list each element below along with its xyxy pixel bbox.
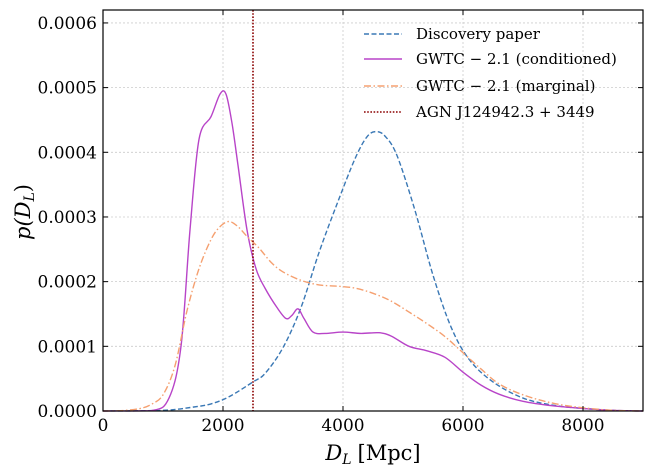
legend-label-conditioned: GWTC − 2.1 (conditioned) (416, 50, 617, 68)
y-tick-label: 0.0006 (38, 14, 97, 34)
grid (103, 10, 643, 411)
y-tick-label: 0.0001 (38, 337, 97, 357)
x-tick-label: 0 (98, 416, 109, 436)
ticks: 0 2000 4000 6000 8000 0.0000 0.0001 0.0002 0.000… (38, 10, 643, 436)
series-gwtc-marginal-line (102, 220, 644, 412)
legend: Discovery paper GWTC − 2.1 (conditioned)… (364, 25, 617, 121)
y-tick-label: 0.0003 (38, 208, 97, 228)
x-tick-label: 6000 (441, 416, 484, 436)
x-tick-label: 4000 (321, 416, 364, 436)
x-tick-label: 2000 (201, 416, 244, 436)
plot-lines (102, 10, 644, 412)
plot-frame (102, 9, 644, 412)
y-tick-label: 0.0005 (38, 79, 97, 99)
y-tick-label: 0.0004 (38, 143, 97, 163)
legend-label-agn: AGN J124942.3 + 3449 (415, 103, 595, 121)
y-axis-label: p(DL) (11, 184, 38, 240)
y-tick-label: 0.0002 (38, 273, 97, 293)
y-tick-label: 0.0000 (38, 402, 97, 422)
x-axis-label: DL [Mpc] (324, 441, 420, 466)
legend-label-discovery: Discovery paper (416, 25, 541, 43)
legend-label-marginal: GWTC − 2.1 (marginal) (416, 77, 595, 95)
series-gwtc-conditioned-line (102, 90, 644, 412)
series-discovery-paper-line (102, 130, 644, 412)
x-tick-label: 8000 (561, 416, 604, 436)
